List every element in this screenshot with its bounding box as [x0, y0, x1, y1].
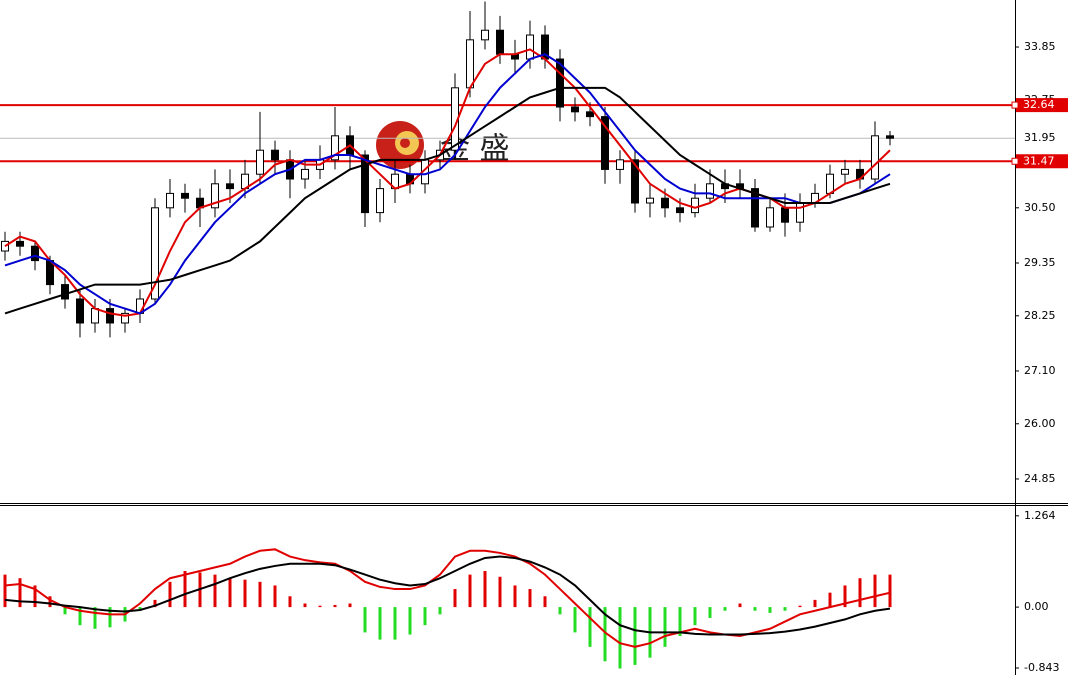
candle-body: [586, 111, 594, 118]
candle-body: [331, 135, 339, 161]
candle-body: [766, 207, 774, 228]
y-tick-label: 24.85: [1024, 472, 1056, 485]
candle-body: [271, 149, 279, 161]
candle-body: [121, 312, 129, 324]
y-tick-label: 33.85: [1024, 40, 1056, 53]
level-label: 31.47: [1023, 154, 1055, 167]
candle-body: [571, 106, 579, 113]
ma-line: [4, 86, 891, 315]
candle-body: [556, 58, 564, 108]
candle-body: [796, 202, 804, 223]
candle-body: [646, 197, 654, 204]
candle-body: [211, 183, 219, 209]
level-label-box: [1016, 98, 1068, 113]
last-price-box: [1016, 131, 1068, 146]
candle-body: [496, 29, 504, 55]
level-marker: [1011, 101, 1019, 109]
level-label-box: [1016, 154, 1068, 169]
ma-line: [4, 555, 891, 636]
last-price-label: 31.95: [1024, 131, 1056, 144]
candle-body: [616, 159, 624, 170]
y-tick-label: 0.00: [1024, 600, 1049, 613]
candle-body: [376, 188, 384, 214]
candle-body: [226, 183, 234, 190]
candle-body: [301, 168, 309, 180]
candle-body: [781, 207, 789, 223]
candle-body: [16, 240, 24, 247]
candle-body: [676, 207, 684, 214]
candle-body: [466, 39, 474, 89]
candle-body: [181, 192, 189, 199]
y-tick-label: 30.50: [1024, 201, 1056, 214]
y-tick-label: 28.25: [1024, 309, 1056, 322]
candle-body: [841, 168, 849, 175]
candle-body: [31, 245, 39, 262]
candle-body: [91, 308, 99, 324]
candle-body: [361, 154, 369, 214]
candle-body: [886, 135, 894, 139]
candle-body: [76, 298, 84, 324]
candle-body: [1, 240, 9, 252]
candle-body: [826, 173, 834, 194]
candle-body: [871, 135, 879, 180]
candle-body: [256, 149, 264, 175]
candle-body: [631, 159, 639, 204]
candle-body: [166, 192, 174, 209]
candle-body: [706, 183, 714, 199]
candle-body: [661, 197, 669, 209]
y-tick-label: 27.10: [1024, 364, 1056, 377]
level-label: 32.64: [1023, 98, 1055, 111]
candle-body: [61, 284, 69, 300]
candle-body: [751, 188, 759, 228]
level-marker: [1011, 157, 1019, 165]
candle-body: [106, 308, 114, 324]
candle-body: [691, 197, 699, 214]
y-tick-label: -0.843: [1024, 661, 1059, 674]
candle-body: [601, 116, 609, 170]
y-tick-label: 29.35: [1024, 256, 1056, 269]
logo: [400, 138, 410, 148]
candle-body: [526, 34, 534, 60]
candle-body: [151, 207, 159, 300]
y-tick-label: 1.264: [1024, 509, 1056, 522]
candle-body: [481, 29, 489, 41]
y-tick-label: 26.00: [1024, 417, 1056, 430]
ma-line: [4, 53, 891, 315]
